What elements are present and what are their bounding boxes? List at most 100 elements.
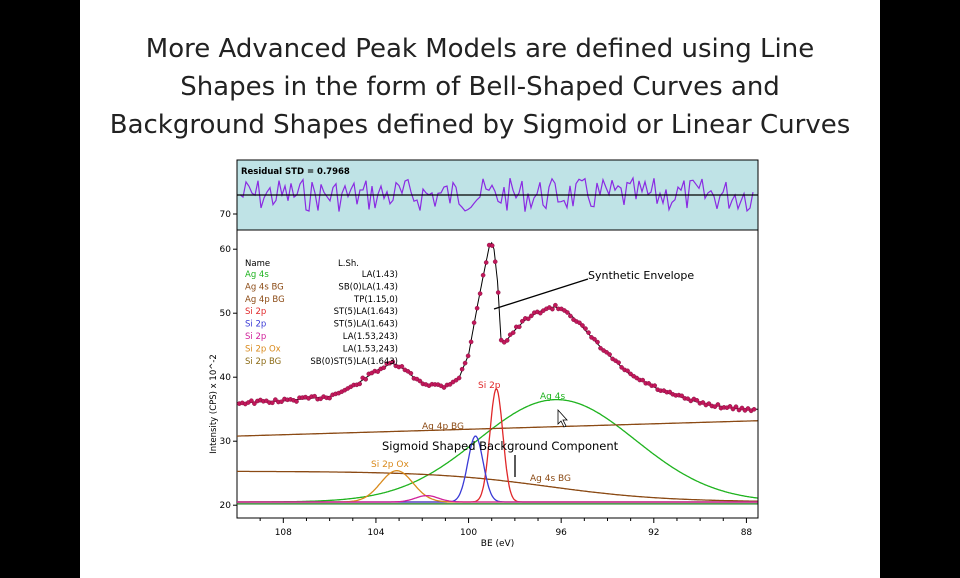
data-point <box>619 365 624 370</box>
data-point <box>568 313 573 319</box>
data-point <box>667 389 673 395</box>
data-point <box>252 401 257 406</box>
x-tick-label: 96 <box>555 528 567 538</box>
table-header-name: Name <box>245 259 270 269</box>
data-point <box>679 393 685 399</box>
data-point <box>529 313 534 319</box>
data-point <box>480 272 486 278</box>
data-point <box>607 352 612 357</box>
y-tick-label: 60 <box>220 245 232 255</box>
data-point <box>730 406 736 412</box>
component-line-shape: ST(5)LA(1.643) <box>334 320 398 330</box>
data-point <box>694 397 700 403</box>
data-point <box>580 323 585 328</box>
x-tick-label: 108 <box>275 528 292 538</box>
y-tick-label: 30 <box>220 437 232 447</box>
ag-4p-bg-label: Ag 4p BG <box>422 422 464 432</box>
y-tick-label: 20 <box>220 501 232 511</box>
data-point <box>381 365 387 371</box>
envelope-pointer-line <box>493 278 589 310</box>
x-tick-label: 92 <box>648 528 659 538</box>
component-name: Si 2p <box>245 307 266 317</box>
data-point <box>526 316 531 322</box>
data-point <box>459 366 465 372</box>
series-line-ag-4s-bg <box>237 470 758 502</box>
data-point <box>465 353 471 359</box>
data-point <box>628 371 633 377</box>
data-point <box>471 320 477 326</box>
data-point <box>468 339 474 345</box>
data-point <box>520 318 525 324</box>
data-point <box>249 398 254 404</box>
y-tick-label: 50 <box>220 309 232 319</box>
data-point <box>504 338 510 343</box>
series-line-ag-4p-bg <box>237 420 758 437</box>
y-axis-label: Intensity (CPS) x 10^-2 <box>209 354 219 454</box>
data-point <box>399 364 405 369</box>
data-point <box>408 370 414 376</box>
component-line-shape: TP(1.15,0) <box>353 295 398 305</box>
synthetic-envelope-label: Synthetic Envelope <box>588 269 694 282</box>
ag-4s-peak-label: Ag 4s <box>540 392 565 402</box>
data-point <box>553 302 558 308</box>
component-line-shape: ST(5)LA(1.643) <box>334 307 398 317</box>
data-point <box>327 395 332 401</box>
component-name: Ag 4s BG <box>245 282 284 292</box>
component-line-shape: SB(0)LA(1.43) <box>338 282 398 292</box>
series-line-si-2p-3 <box>237 494 758 503</box>
data-point <box>390 359 396 365</box>
data-point <box>375 369 381 374</box>
data-point <box>270 400 275 406</box>
data-point <box>751 406 757 412</box>
data-point <box>583 326 588 331</box>
data-point <box>517 324 522 330</box>
data-point <box>495 290 501 295</box>
component-name: Ag 4s <box>245 270 269 280</box>
component-line-shape: LA(1.53,243) <box>343 344 398 354</box>
data-point <box>586 330 591 335</box>
data-point <box>640 377 646 383</box>
data-point <box>598 345 603 351</box>
y-tick-label: 40 <box>220 373 232 383</box>
data-point <box>625 368 630 374</box>
x-axis-label: BE (eV) <box>481 539 514 549</box>
data-point <box>456 375 462 381</box>
data-point <box>706 401 712 406</box>
component-name: Si 2p Ox <box>245 344 281 354</box>
component-name: Si 2p BG <box>245 357 281 367</box>
component-name: Ag 4p BG <box>245 295 285 305</box>
data-point <box>363 376 369 382</box>
data-point <box>510 330 516 336</box>
data-point <box>312 393 317 399</box>
component-name: Si 2p <box>245 320 266 330</box>
data-point <box>273 397 278 402</box>
data-point <box>595 339 600 345</box>
component-line-shape: LA(1.53,243) <box>343 332 398 342</box>
data-point <box>477 291 483 296</box>
residual-y-tick-label: 70 <box>220 210 232 220</box>
data-point <box>462 360 468 366</box>
data-point <box>538 310 543 316</box>
data-point <box>447 382 453 387</box>
table-header-shape: L.Sh. <box>338 259 359 269</box>
data-point <box>577 320 582 326</box>
x-tick-label: 88 <box>741 528 753 538</box>
si-2p-peak-label: Si 2p <box>478 381 501 391</box>
data-point <box>646 381 652 386</box>
data-point <box>739 405 745 411</box>
slide-title-line-3: Background Shapes defined by Sigmoid or … <box>109 110 851 140</box>
slide-title-line-1: More Advanced Peak Models are defined us… <box>145 34 815 64</box>
mouse-cursor-icon <box>557 408 568 428</box>
slide-title-line-2: Shapes in the form of Bell-Shaped Curves… <box>180 72 780 102</box>
data-point <box>616 360 621 365</box>
data-point <box>489 243 495 248</box>
component-line-shape: SB(0)ST(5)LA(1.643) <box>310 357 398 367</box>
sigmoid-background-label: Sigmoid Shaped Background Component <box>382 439 619 453</box>
data-point <box>483 260 489 265</box>
data-point <box>592 336 597 342</box>
series-line-ag-4s <box>237 398 758 503</box>
data-point <box>727 404 733 409</box>
component-line-shape: LA(1.43) <box>362 270 398 280</box>
data-point <box>357 381 363 387</box>
data-point <box>652 383 658 388</box>
